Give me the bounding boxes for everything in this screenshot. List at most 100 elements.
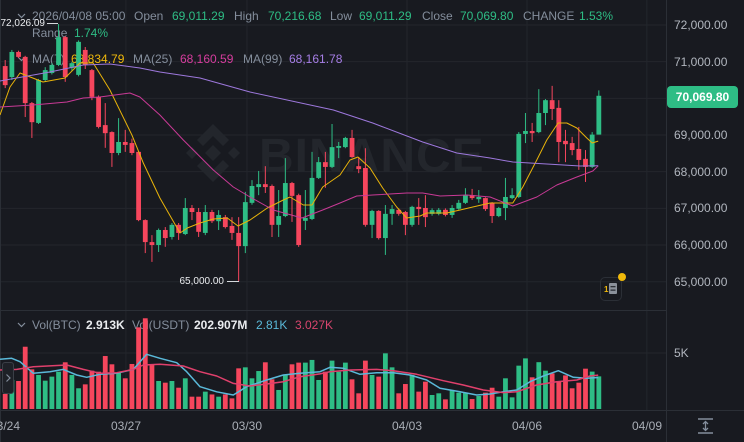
volume-bar [456, 392, 462, 409]
candle-body [389, 209, 395, 214]
volume-bar [216, 396, 222, 409]
candle [209, 209, 215, 224]
candle-body [89, 70, 95, 97]
volume-ma-line [0, 353, 599, 396]
volume-bar [516, 365, 522, 409]
volume-bar [249, 378, 255, 409]
volume-bar [583, 368, 588, 409]
candle-body [169, 224, 175, 237]
candle [42, 67, 48, 82]
candle [169, 223, 175, 240]
volume-bar [436, 393, 442, 409]
candle [109, 131, 115, 167]
candle [489, 202, 495, 224]
candle [529, 122, 535, 142]
volume-bar [36, 374, 41, 409]
volume-bar [489, 387, 495, 409]
candle [463, 188, 468, 204]
volume-bar [576, 382, 582, 409]
time-axis[interactable] [0, 411, 666, 442]
candle-body [96, 96, 101, 127]
candle-body [149, 242, 155, 246]
candle [322, 151, 328, 188]
volume-bar [429, 395, 435, 409]
candle-body [529, 130, 535, 134]
volume-bar [322, 371, 328, 409]
candle [262, 166, 268, 193]
candle-body [196, 212, 202, 232]
volume-bar [423, 381, 428, 409]
candle [509, 188, 515, 200]
volume-bar [483, 392, 488, 409]
candle-body [29, 103, 35, 123]
binance-logo-icon [186, 124, 240, 182]
volume-bar [496, 396, 502, 409]
candle [96, 95, 101, 129]
volume-bar [262, 362, 268, 409]
candle [369, 209, 375, 239]
volume-bar [109, 364, 115, 409]
candle [129, 138, 135, 156]
volume-bar [62, 362, 68, 409]
price-axis[interactable] [667, 0, 744, 310]
candle-body [296, 195, 302, 246]
volume-bar [476, 396, 482, 409]
candle [116, 118, 121, 156]
candle-body [409, 206, 415, 225]
candle-body [129, 143, 135, 153]
volume-pane[interactable] [0, 318, 602, 409]
candle [576, 126, 582, 170]
volume-bar [509, 397, 515, 409]
volume-bar [596, 376, 602, 409]
volume-bar [202, 391, 208, 409]
candle [62, 36, 68, 82]
candle [9, 49, 15, 81]
candle [136, 151, 141, 222]
candle [382, 205, 388, 255]
candle-body [369, 210, 375, 225]
volume-bar [362, 360, 368, 409]
notes-button[interactable] [600, 277, 622, 301]
candle [282, 158, 288, 218]
candle [423, 195, 428, 228]
candle [76, 40, 81, 77]
volume-bar [122, 378, 128, 409]
candle-body [362, 168, 368, 225]
price-pane[interactable] [0, 24, 602, 282]
candle-body [436, 209, 442, 214]
candle [556, 100, 562, 163]
volume-bar [349, 379, 355, 409]
volume-bar [403, 384, 408, 409]
candle-body [122, 141, 128, 145]
candle-body [162, 229, 168, 239]
candle-body [189, 207, 195, 213]
volume-bar [236, 368, 242, 409]
candle-body [396, 209, 402, 214]
candle [302, 190, 308, 230]
volume-bar [409, 374, 415, 409]
candle-body [2, 66, 8, 86]
volume-bar [169, 381, 175, 409]
candle-body [82, 49, 88, 65]
expand-panel-button[interactable] [2, 362, 14, 394]
candle [22, 55, 28, 118]
watermark-text: BINANCE [259, 130, 485, 183]
candle-body [276, 216, 282, 225]
candle [222, 214, 228, 229]
candle-body [216, 214, 222, 222]
candle-body [102, 125, 108, 134]
candle [403, 210, 408, 236]
candle [249, 180, 255, 205]
candle-body [309, 177, 315, 219]
candle-body [116, 141, 121, 153]
volume-bar [543, 370, 548, 409]
volume-bar [376, 376, 382, 409]
candle-body [569, 143, 575, 151]
candle [389, 205, 395, 225]
volume-bar [503, 378, 508, 409]
candle-body [476, 196, 482, 200]
candle-body [382, 213, 388, 239]
vertical-resize-icon[interactable] [697, 417, 714, 435]
